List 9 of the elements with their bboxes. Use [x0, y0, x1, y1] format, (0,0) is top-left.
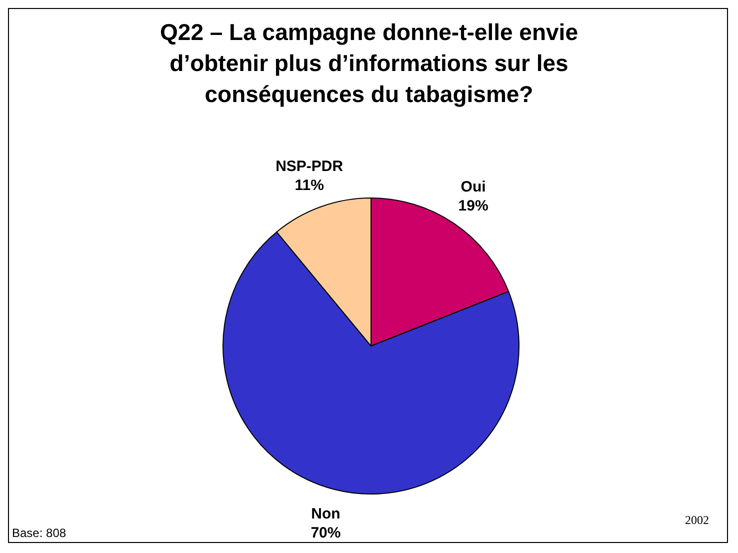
chart-title: Q22 – La campagne donne-t-elle envie d’obtenir plus d’informations sur les conséquences du tabagisme?	[159, 18, 579, 109]
slice-label: Non	[311, 505, 340, 522]
text: 2002	[685, 513, 709, 528]
data-label: 11%	[294, 176, 324, 194]
slice-label: Oui	[460, 178, 486, 196]
slice-label: NSP-PDR	[276, 158, 344, 175]
data-label: 70%	[310, 524, 341, 542]
text: Base: 808	[12, 526, 66, 540]
data-label: 19%	[458, 197, 488, 214]
